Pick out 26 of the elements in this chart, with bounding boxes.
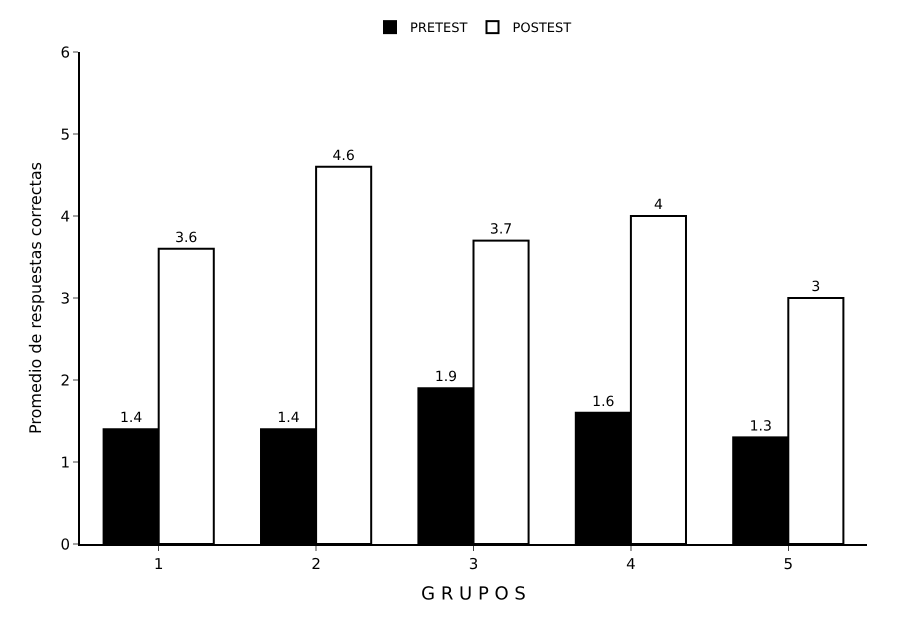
data-label: 4 xyxy=(654,197,663,213)
x-tick-label: 3 xyxy=(468,555,478,573)
y-tick-label: 5 xyxy=(60,125,70,144)
data-label: 3.6 xyxy=(175,230,198,246)
y-tick-label: 2 xyxy=(60,371,70,390)
x-axis-title: G R U P O S xyxy=(421,584,526,605)
data-label: 1.6 xyxy=(592,394,615,410)
data-label: 4.6 xyxy=(332,148,355,164)
data-label: 1.3 xyxy=(750,418,772,434)
x-tick-label: 5 xyxy=(784,555,794,573)
x-tick-label: 4 xyxy=(626,555,636,573)
y-tick-label: 4 xyxy=(60,207,70,226)
y-tick-label: 1 xyxy=(60,453,70,472)
legend-label: PRETEST xyxy=(410,21,468,36)
data-label: 1.4 xyxy=(277,410,300,426)
y-axis-title: Promedio de respuestas correctas xyxy=(26,162,45,434)
y-tick-label: 3 xyxy=(60,289,70,308)
data-label: 3.7 xyxy=(490,222,512,238)
legend-label: POSTEST xyxy=(512,21,572,36)
x-tick-label: 2 xyxy=(311,555,321,573)
x-tick-label: 1 xyxy=(154,555,164,573)
data-label: 1.4 xyxy=(120,410,142,426)
data-label: 1.9 xyxy=(434,369,458,386)
data-label: 3 xyxy=(811,279,820,295)
y-tick-label: 6 xyxy=(60,43,70,62)
y-tick-label: 0 xyxy=(60,535,70,554)
